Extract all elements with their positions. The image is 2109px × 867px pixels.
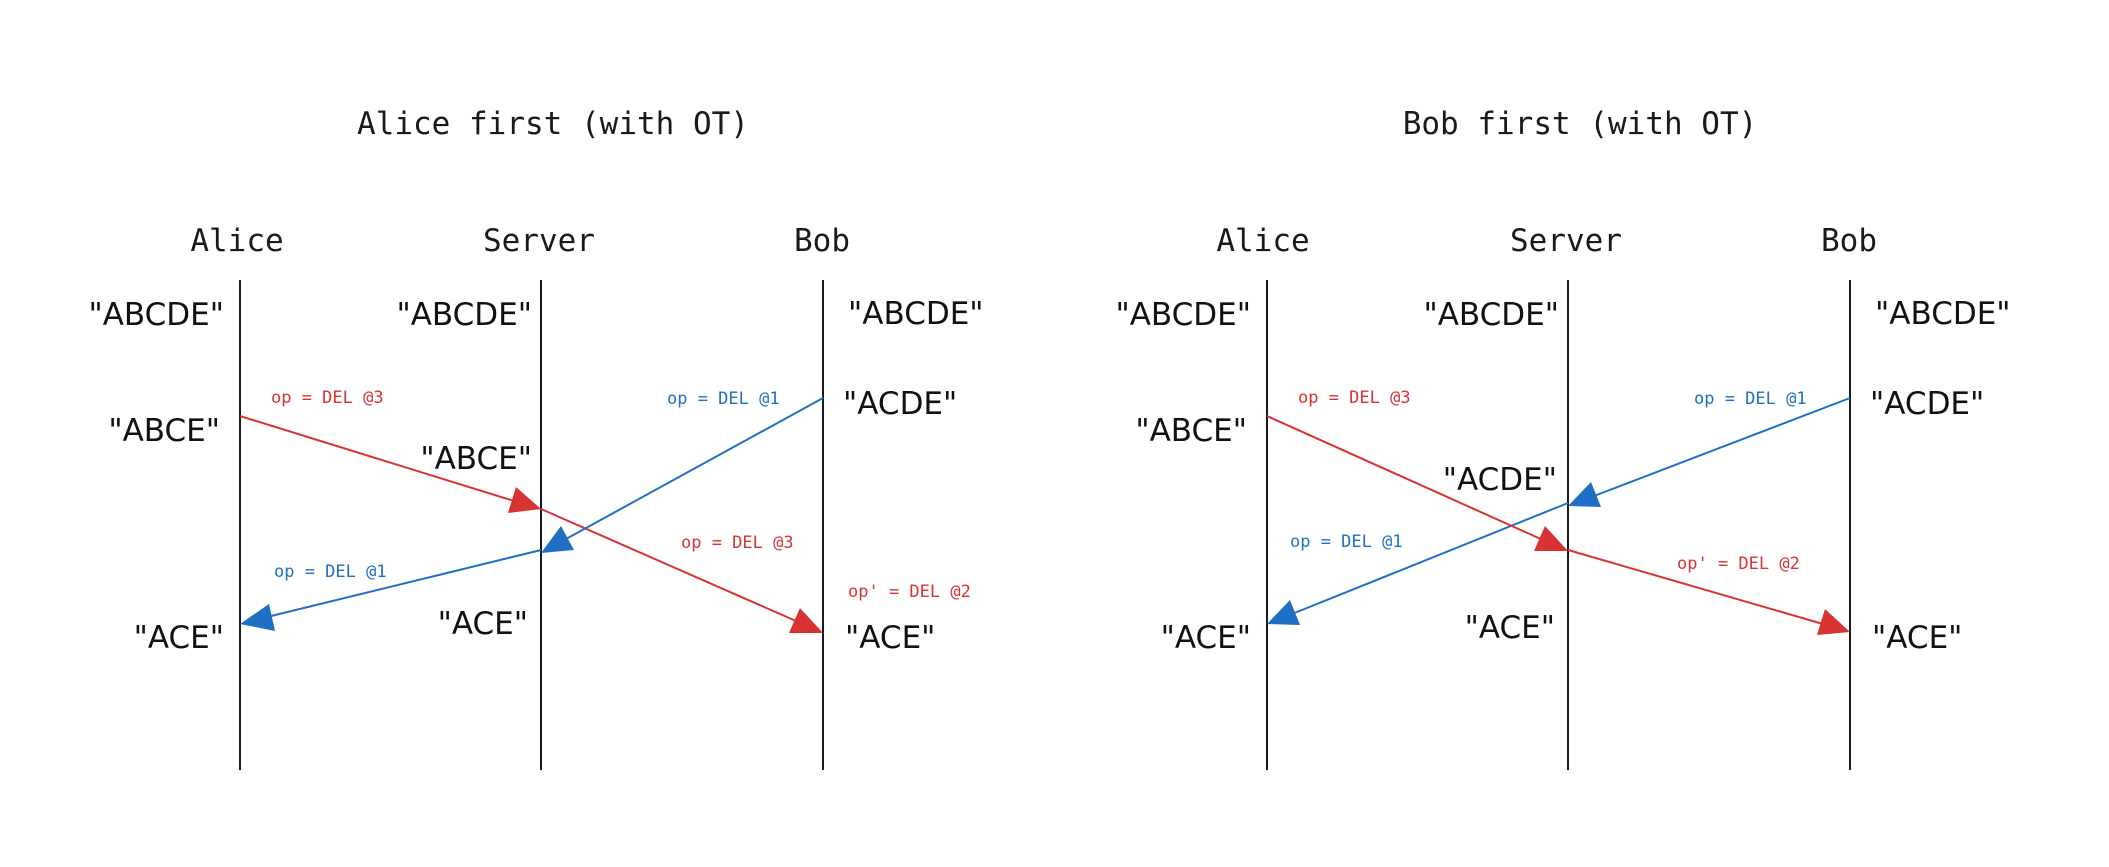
- bob-state-initial: "ABCDE": [1875, 296, 2011, 332]
- op-label-server-to-bob-transformed: op' = DEL @2: [1677, 554, 1800, 574]
- server-state-initial: "ABCDE": [396, 297, 532, 333]
- bob-state-final: "ACE": [1872, 620, 1962, 656]
- arrow-alice-to-server: [1266, 415, 1568, 551]
- actor-server-label: Server: [483, 223, 595, 259]
- alice-state-after-op: "ABCE": [108, 413, 220, 449]
- server-state-final: "ACE": [438, 606, 528, 642]
- actor-bob-label: Bob: [794, 223, 850, 259]
- op-label-bob: op = DEL @1: [667, 389, 780, 409]
- server-state-initial: "ABCDE": [1423, 297, 1559, 333]
- bob-state-after-op: "ACDE": [1870, 386, 1984, 422]
- actor-alice-label: Alice: [1216, 223, 1309, 259]
- actor-bob-label: Bob: [1821, 223, 1877, 259]
- server-state-mid: "ACDE": [1443, 462, 1557, 498]
- panel-alice-first: Alice first (with OT) Alice Server Bob "…: [88, 106, 984, 770]
- arrow-bob-to-server: [541, 397, 824, 553]
- bob-state-after-op: "ACDE": [843, 386, 957, 422]
- panel-bob-first: Bob first (with OT) Alice Server Bob "AB…: [1115, 106, 2011, 770]
- bob-state-final: "ACE": [845, 620, 935, 656]
- arrow-server-to-alice: [1267, 502, 1569, 625]
- bob-state-initial: "ABCDE": [848, 296, 984, 332]
- op-label-server-to-bob: op = DEL @3: [681, 533, 794, 553]
- op-label-alice: op = DEL @3: [1298, 388, 1411, 408]
- op-label-server-to-bob-transformed: op' = DEL @2: [848, 582, 971, 602]
- op-label-alice: op = DEL @3: [271, 388, 384, 408]
- arrow-server-to-bob: [540, 508, 823, 633]
- op-label-server-to-alice: op = DEL @1: [274, 562, 387, 582]
- op-label-server-to-alice: op = DEL @1: [1290, 532, 1403, 552]
- actor-alice-label: Alice: [190, 223, 283, 259]
- alice-state-final: "ACE": [1161, 620, 1251, 656]
- arrow-alice-to-server: [239, 415, 541, 513]
- alice-state-after-op: "ABCE": [1135, 413, 1247, 449]
- actor-server-label: Server: [1510, 223, 1622, 259]
- arrow-bob-to-server: [1568, 397, 1851, 507]
- alice-state-initial: "ABCDE": [88, 297, 224, 333]
- arrow-server-to-alice: [240, 549, 542, 631]
- alice-state-initial: "ABCDE": [1115, 297, 1251, 333]
- panel-title: Bob first (with OT): [1403, 106, 1758, 142]
- arrow-server-to-bob: [1567, 549, 1850, 635]
- server-state-final: "ACE": [1465, 610, 1555, 646]
- panel-title: Alice first (with OT): [357, 106, 749, 142]
- server-state-mid: "ABCE": [420, 441, 532, 477]
- alice-state-final: "ACE": [134, 620, 224, 656]
- op-label-bob: op = DEL @1: [1694, 389, 1807, 409]
